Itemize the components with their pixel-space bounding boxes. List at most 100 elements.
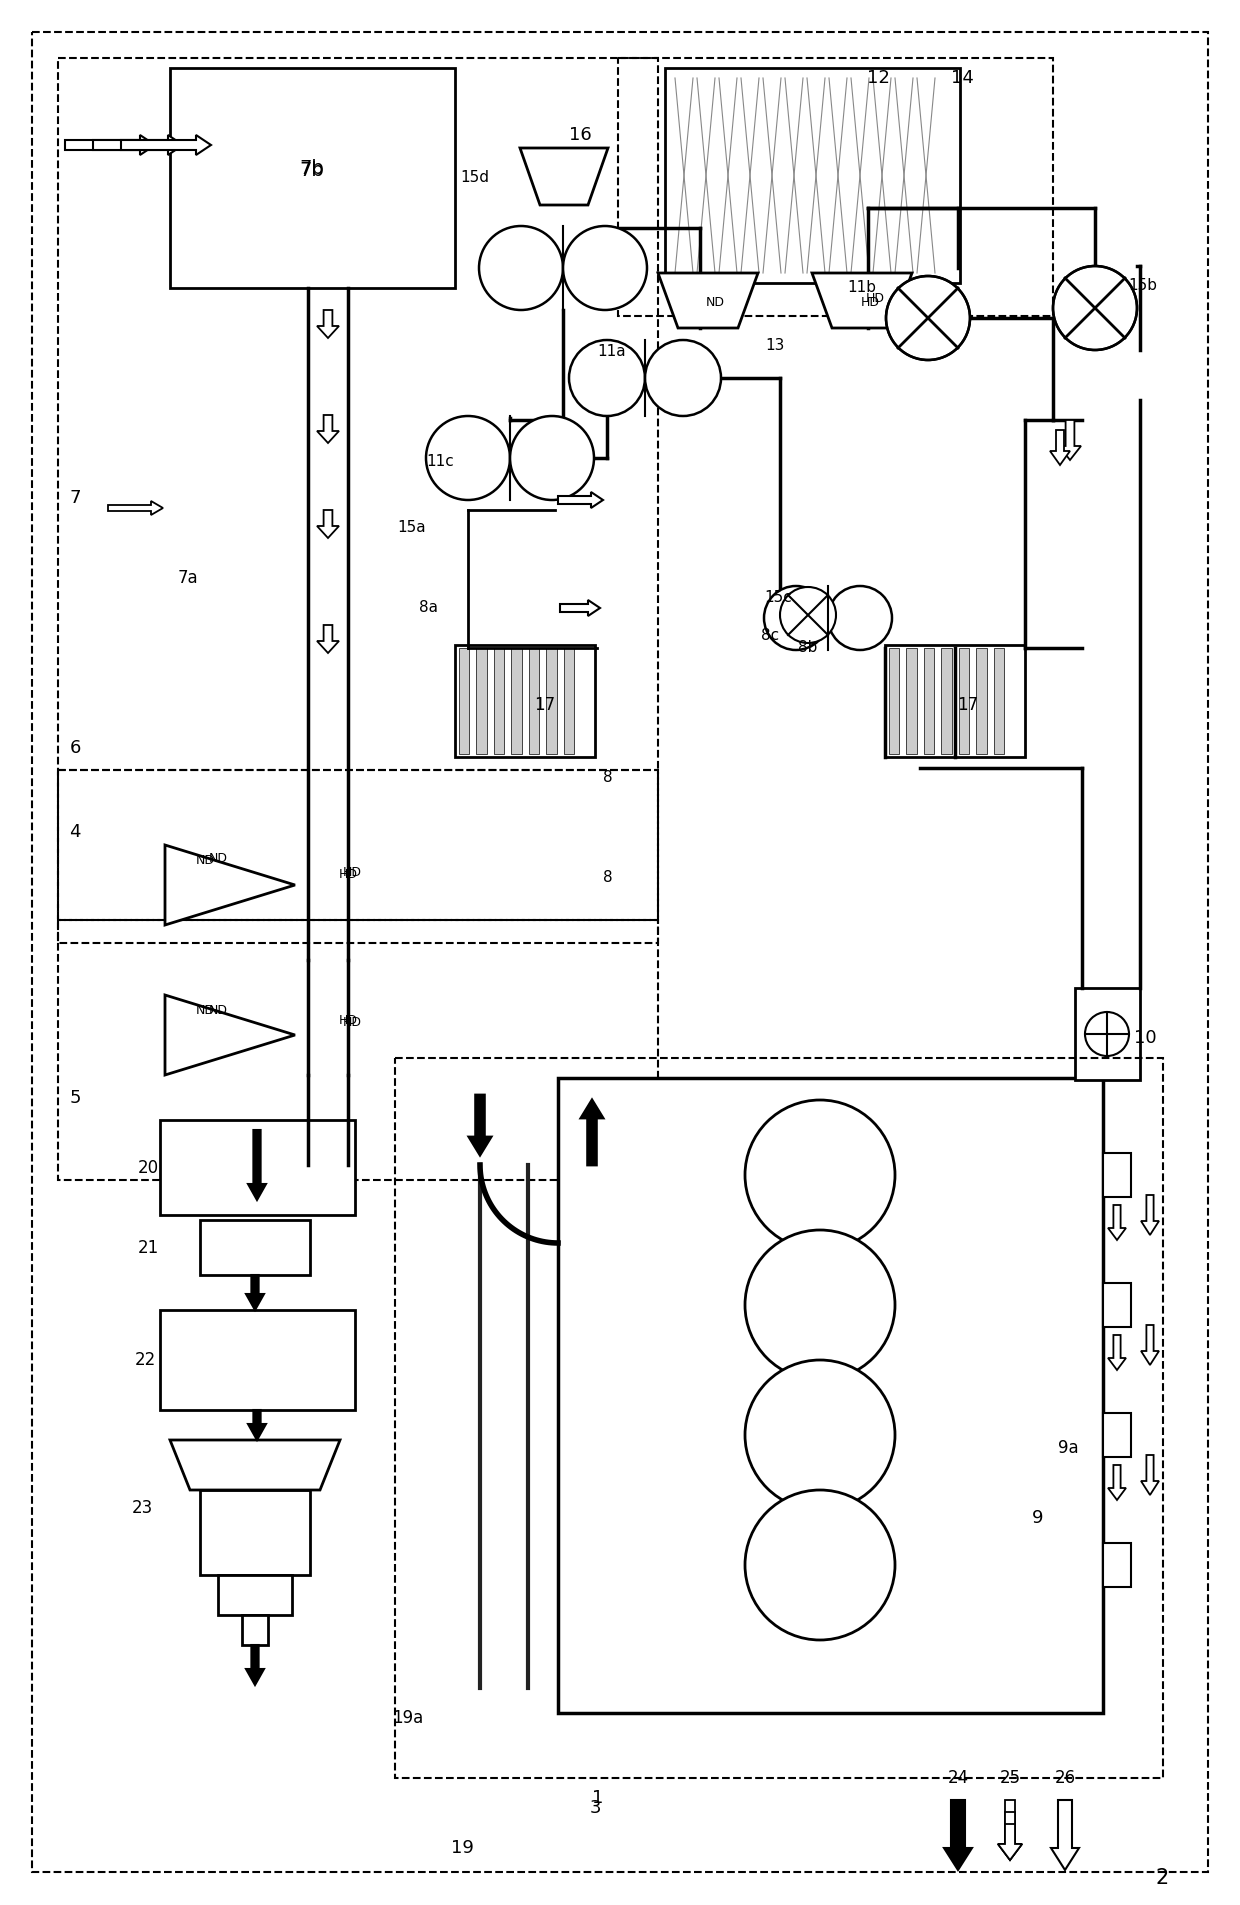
Bar <box>58 920 658 1179</box>
Circle shape <box>479 227 563 311</box>
Bar <box>200 1490 310 1575</box>
Text: 2: 2 <box>1156 1869 1168 1888</box>
FancyArrow shape <box>93 135 184 154</box>
FancyArrow shape <box>246 1646 264 1686</box>
Bar <box>58 770 658 920</box>
Bar <box>1075 989 1140 1080</box>
Bar <box>993 648 1004 754</box>
Bar <box>459 648 469 754</box>
Text: ND: ND <box>208 852 227 865</box>
Text: 15c: 15c <box>764 591 792 606</box>
FancyArrow shape <box>1050 431 1070 465</box>
Bar <box>218 1575 291 1615</box>
FancyArrow shape <box>560 600 600 615</box>
Bar <box>476 648 486 754</box>
Text: 21: 21 <box>138 1238 159 1257</box>
FancyArrow shape <box>998 1800 1022 1859</box>
Text: 8: 8 <box>603 871 613 886</box>
FancyArrow shape <box>1109 1206 1126 1240</box>
Circle shape <box>645 339 720 415</box>
FancyArrow shape <box>582 1099 603 1166</box>
FancyArrow shape <box>248 1410 267 1440</box>
Text: 8b: 8b <box>799 640 817 655</box>
Bar <box>885 646 1025 756</box>
Bar <box>200 1219 310 1274</box>
Circle shape <box>569 339 645 415</box>
Text: 16: 16 <box>569 126 591 145</box>
FancyArrow shape <box>998 1812 1022 1859</box>
Text: 23: 23 <box>131 1499 153 1516</box>
Circle shape <box>828 587 892 650</box>
Circle shape <box>1053 267 1137 351</box>
Bar <box>455 646 595 756</box>
Text: 11c: 11c <box>427 455 454 469</box>
Text: 13: 13 <box>765 337 785 352</box>
FancyArrow shape <box>1059 419 1081 459</box>
Text: 20: 20 <box>138 1158 159 1177</box>
Text: ND: ND <box>196 1004 215 1017</box>
Text: 7b: 7b <box>300 158 325 177</box>
FancyArrow shape <box>1109 1335 1126 1370</box>
FancyArrow shape <box>248 1130 267 1200</box>
Text: 8a: 8a <box>419 600 438 615</box>
Circle shape <box>745 1360 895 1511</box>
Text: 15a: 15a <box>398 520 427 535</box>
Bar <box>396 1057 1163 1777</box>
FancyArrow shape <box>108 501 162 514</box>
Polygon shape <box>165 846 295 926</box>
Text: ND: ND <box>196 853 215 867</box>
FancyArrow shape <box>998 1823 1022 1859</box>
Text: 11a: 11a <box>598 345 626 360</box>
Bar <box>906 648 916 754</box>
FancyArrow shape <box>122 135 211 154</box>
Bar <box>558 1078 1104 1713</box>
Text: 1: 1 <box>593 1789 604 1808</box>
Bar <box>528 648 539 754</box>
Text: HD: HD <box>861 297 879 309</box>
Bar <box>665 69 960 284</box>
Text: 24: 24 <box>947 1770 968 1787</box>
Text: 9: 9 <box>1032 1509 1044 1528</box>
FancyArrow shape <box>469 1095 491 1154</box>
Bar <box>1104 1543 1131 1587</box>
Polygon shape <box>170 1440 340 1490</box>
Text: ND: ND <box>208 1004 227 1017</box>
FancyArrow shape <box>317 311 339 337</box>
Text: 14: 14 <box>951 69 973 88</box>
Text: HD: HD <box>339 1013 357 1027</box>
Polygon shape <box>812 272 911 328</box>
Bar <box>546 648 557 754</box>
FancyArrow shape <box>1109 1465 1126 1499</box>
Bar <box>1104 1414 1131 1457</box>
Text: 3: 3 <box>589 1798 600 1817</box>
Text: 26: 26 <box>1054 1770 1075 1787</box>
Text: 17: 17 <box>957 695 978 714</box>
Text: 11b: 11b <box>847 280 877 295</box>
Text: HD: HD <box>866 291 884 305</box>
Bar <box>160 1120 355 1215</box>
Circle shape <box>563 227 647 311</box>
Text: HD: HD <box>342 1015 362 1029</box>
Text: ND: ND <box>706 297 724 309</box>
Polygon shape <box>520 149 608 206</box>
Text: HD: HD <box>339 869 357 882</box>
FancyArrow shape <box>1141 1194 1159 1234</box>
Text: 19: 19 <box>450 1838 474 1857</box>
Text: 22: 22 <box>134 1351 156 1370</box>
Bar <box>242 1615 268 1646</box>
FancyArrow shape <box>1052 1800 1079 1871</box>
Bar <box>618 57 1053 316</box>
Circle shape <box>780 587 836 644</box>
FancyArrow shape <box>1141 1455 1159 1495</box>
Bar <box>1104 1282 1131 1328</box>
Bar <box>959 648 968 754</box>
Text: 7: 7 <box>69 490 81 507</box>
Text: 17: 17 <box>534 695 556 714</box>
Bar <box>1104 1153 1131 1196</box>
Text: 15d: 15d <box>460 171 490 185</box>
Bar <box>58 57 658 943</box>
Circle shape <box>1085 1012 1128 1055</box>
Circle shape <box>510 415 594 499</box>
Text: 8: 8 <box>603 770 613 785</box>
FancyArrow shape <box>317 625 339 653</box>
